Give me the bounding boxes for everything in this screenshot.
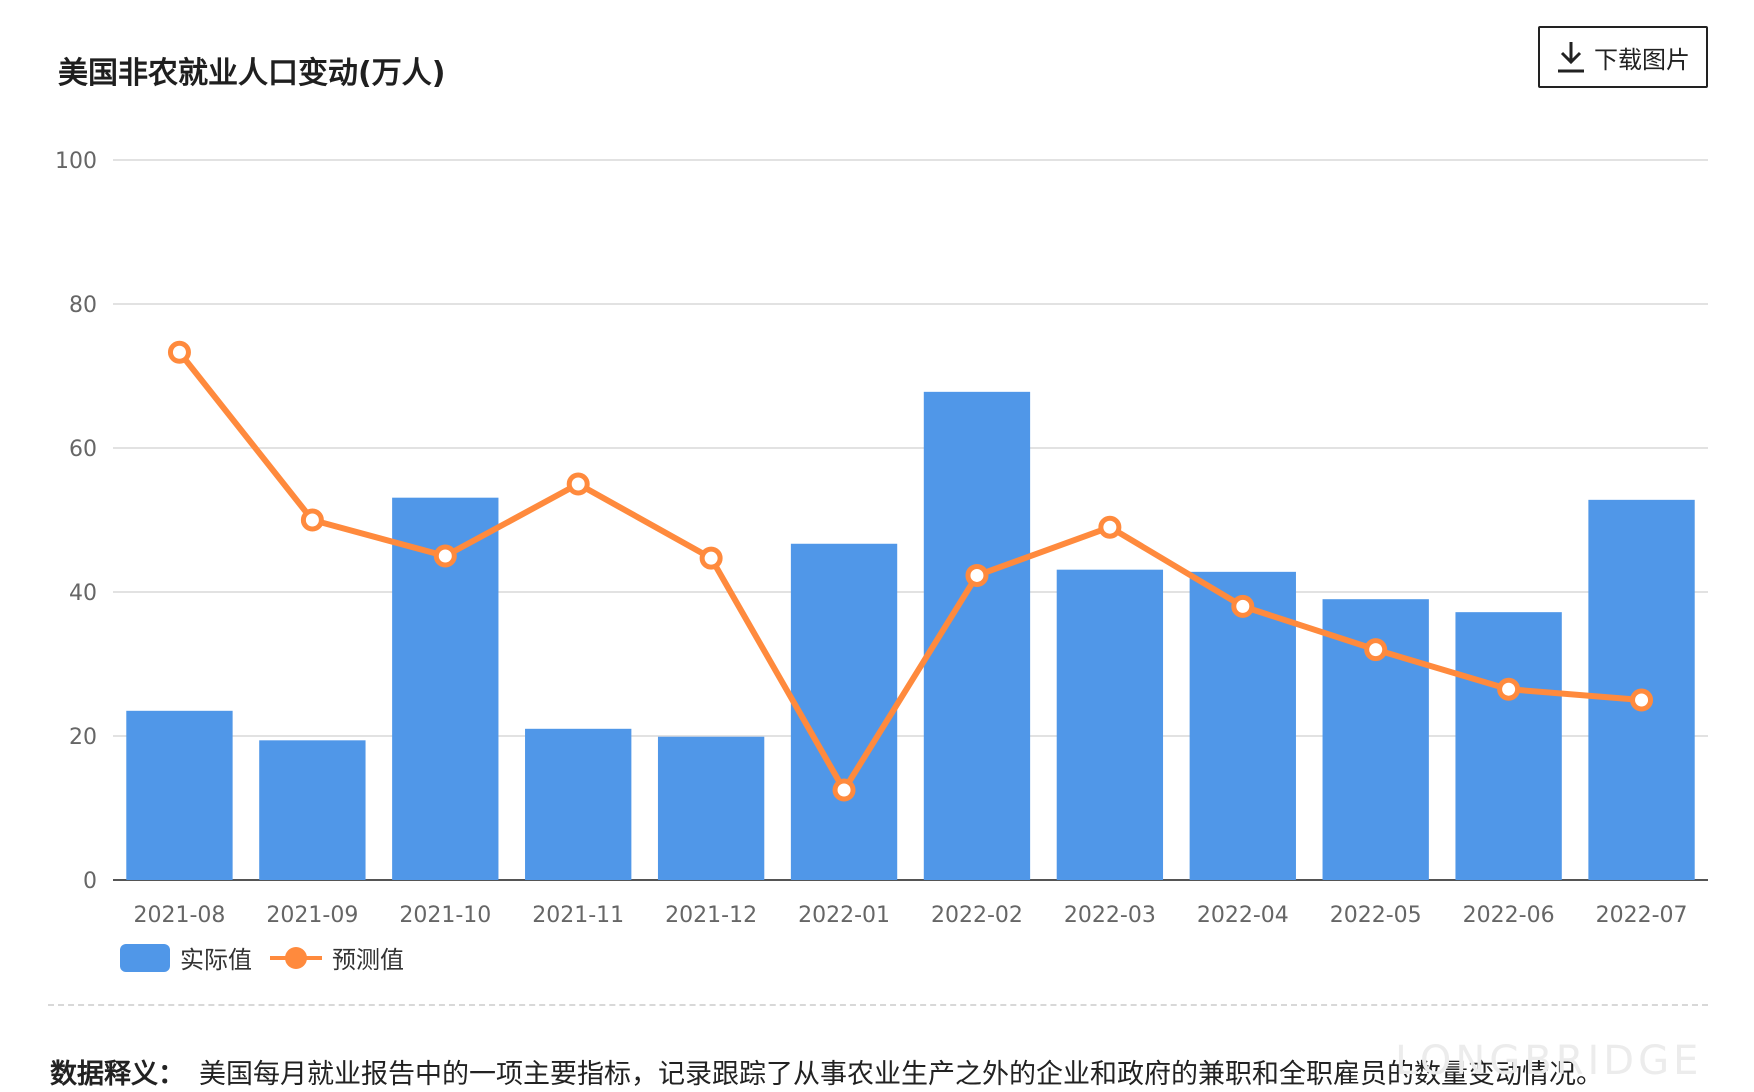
forecast-point bbox=[965, 563, 989, 587]
divider bbox=[48, 1004, 1708, 1006]
x-tick-label: 2022-02 bbox=[931, 903, 1023, 928]
y-tick-label: 20 bbox=[69, 725, 97, 750]
x-tick-label: 2022-04 bbox=[1197, 903, 1289, 928]
x-tick-label: 2022-06 bbox=[1463, 903, 1555, 928]
bar bbox=[259, 740, 366, 880]
bar bbox=[1056, 569, 1164, 880]
forecast-point bbox=[1364, 638, 1388, 662]
bar bbox=[525, 728, 632, 880]
bar bbox=[657, 736, 765, 880]
legend-item-forecast[interactable]: 预测值 bbox=[270, 940, 404, 975]
bar bbox=[126, 710, 233, 880]
data-definition: 数据释义： 美国每月就业报告中的一项主要指标，记录跟踪了从事农业生产之外的企业和政… bbox=[50, 1052, 1710, 1091]
forecast-point bbox=[832, 778, 856, 802]
x-tick-label: 2021-08 bbox=[133, 903, 225, 928]
legend-item-actual[interactable]: 实际值 bbox=[120, 940, 252, 975]
x-tick-label: 2022-01 bbox=[798, 903, 890, 928]
y-tick-label: 80 bbox=[69, 293, 97, 318]
legend-line-swatch bbox=[270, 944, 322, 972]
x-tick-label: 2022-03 bbox=[1064, 903, 1156, 928]
x-tick-label: 2021-09 bbox=[266, 903, 358, 928]
forecast-point bbox=[1630, 688, 1654, 712]
line-series bbox=[167, 340, 1654, 802]
x-tick-label: 2021-12 bbox=[665, 903, 757, 928]
forecast-point bbox=[167, 340, 191, 364]
definition-label: 数据释义： bbox=[50, 1059, 185, 1090]
y-tick-label: 60 bbox=[69, 437, 97, 462]
legend-bar-swatch bbox=[120, 943, 170, 972]
download-image-button[interactable]: 下载图片 bbox=[1538, 26, 1708, 88]
bar bbox=[1189, 571, 1296, 880]
y-tick-label: 40 bbox=[69, 581, 97, 606]
bar-series bbox=[126, 391, 1695, 880]
x-tick-label: 2021-11 bbox=[532, 903, 624, 928]
bar bbox=[790, 543, 898, 880]
forecast-point bbox=[1098, 515, 1122, 539]
brand-watermark: LONGBRIDGE bbox=[1395, 1038, 1703, 1084]
chart-title: 美国非农就业人口变动(万人) bbox=[58, 56, 446, 91]
grid-lines bbox=[113, 159, 1708, 881]
x-tick-label: 2021-10 bbox=[399, 903, 491, 928]
download-icon bbox=[1558, 42, 1584, 73]
x-axis-ticks: 2021-08 2021-09 2021-10 2021-11 2021-12 2022-… bbox=[133, 903, 1687, 928]
y-tick-label: 0 bbox=[83, 869, 97, 894]
forecast-point bbox=[1497, 677, 1521, 701]
x-tick-label: 2022-05 bbox=[1330, 903, 1422, 928]
y-tick-label: 100 bbox=[55, 149, 97, 174]
x-tick-label: 2022-07 bbox=[1596, 903, 1688, 928]
forecast-point bbox=[433, 544, 457, 568]
forecast-point bbox=[566, 472, 590, 496]
forecast-line bbox=[176, 349, 1645, 793]
bar bbox=[1455, 612, 1562, 880]
legend-label-actual: 实际值 bbox=[180, 946, 252, 974]
legend-label-forecast: 预测值 bbox=[332, 946, 404, 974]
y-axis-ticks: 0 20 40 60 80 100 bbox=[55, 149, 97, 894]
forecast-point bbox=[300, 508, 324, 532]
forecast-point bbox=[699, 546, 723, 570]
download-label: 下载图片 bbox=[1594, 45, 1690, 74]
forecast-point bbox=[1231, 594, 1255, 618]
definition-text: 美国每月就业报告中的一项主要指标，记录跟踪了从事农业生产之外的企业和政府的兼职和… bbox=[199, 1059, 1603, 1090]
legend: 实际值 预测值 bbox=[120, 940, 404, 975]
chart-area: 0 20 40 60 80 100 2021-08 2021-09 2021-10 2021-1… bbox=[55, 149, 1708, 928]
